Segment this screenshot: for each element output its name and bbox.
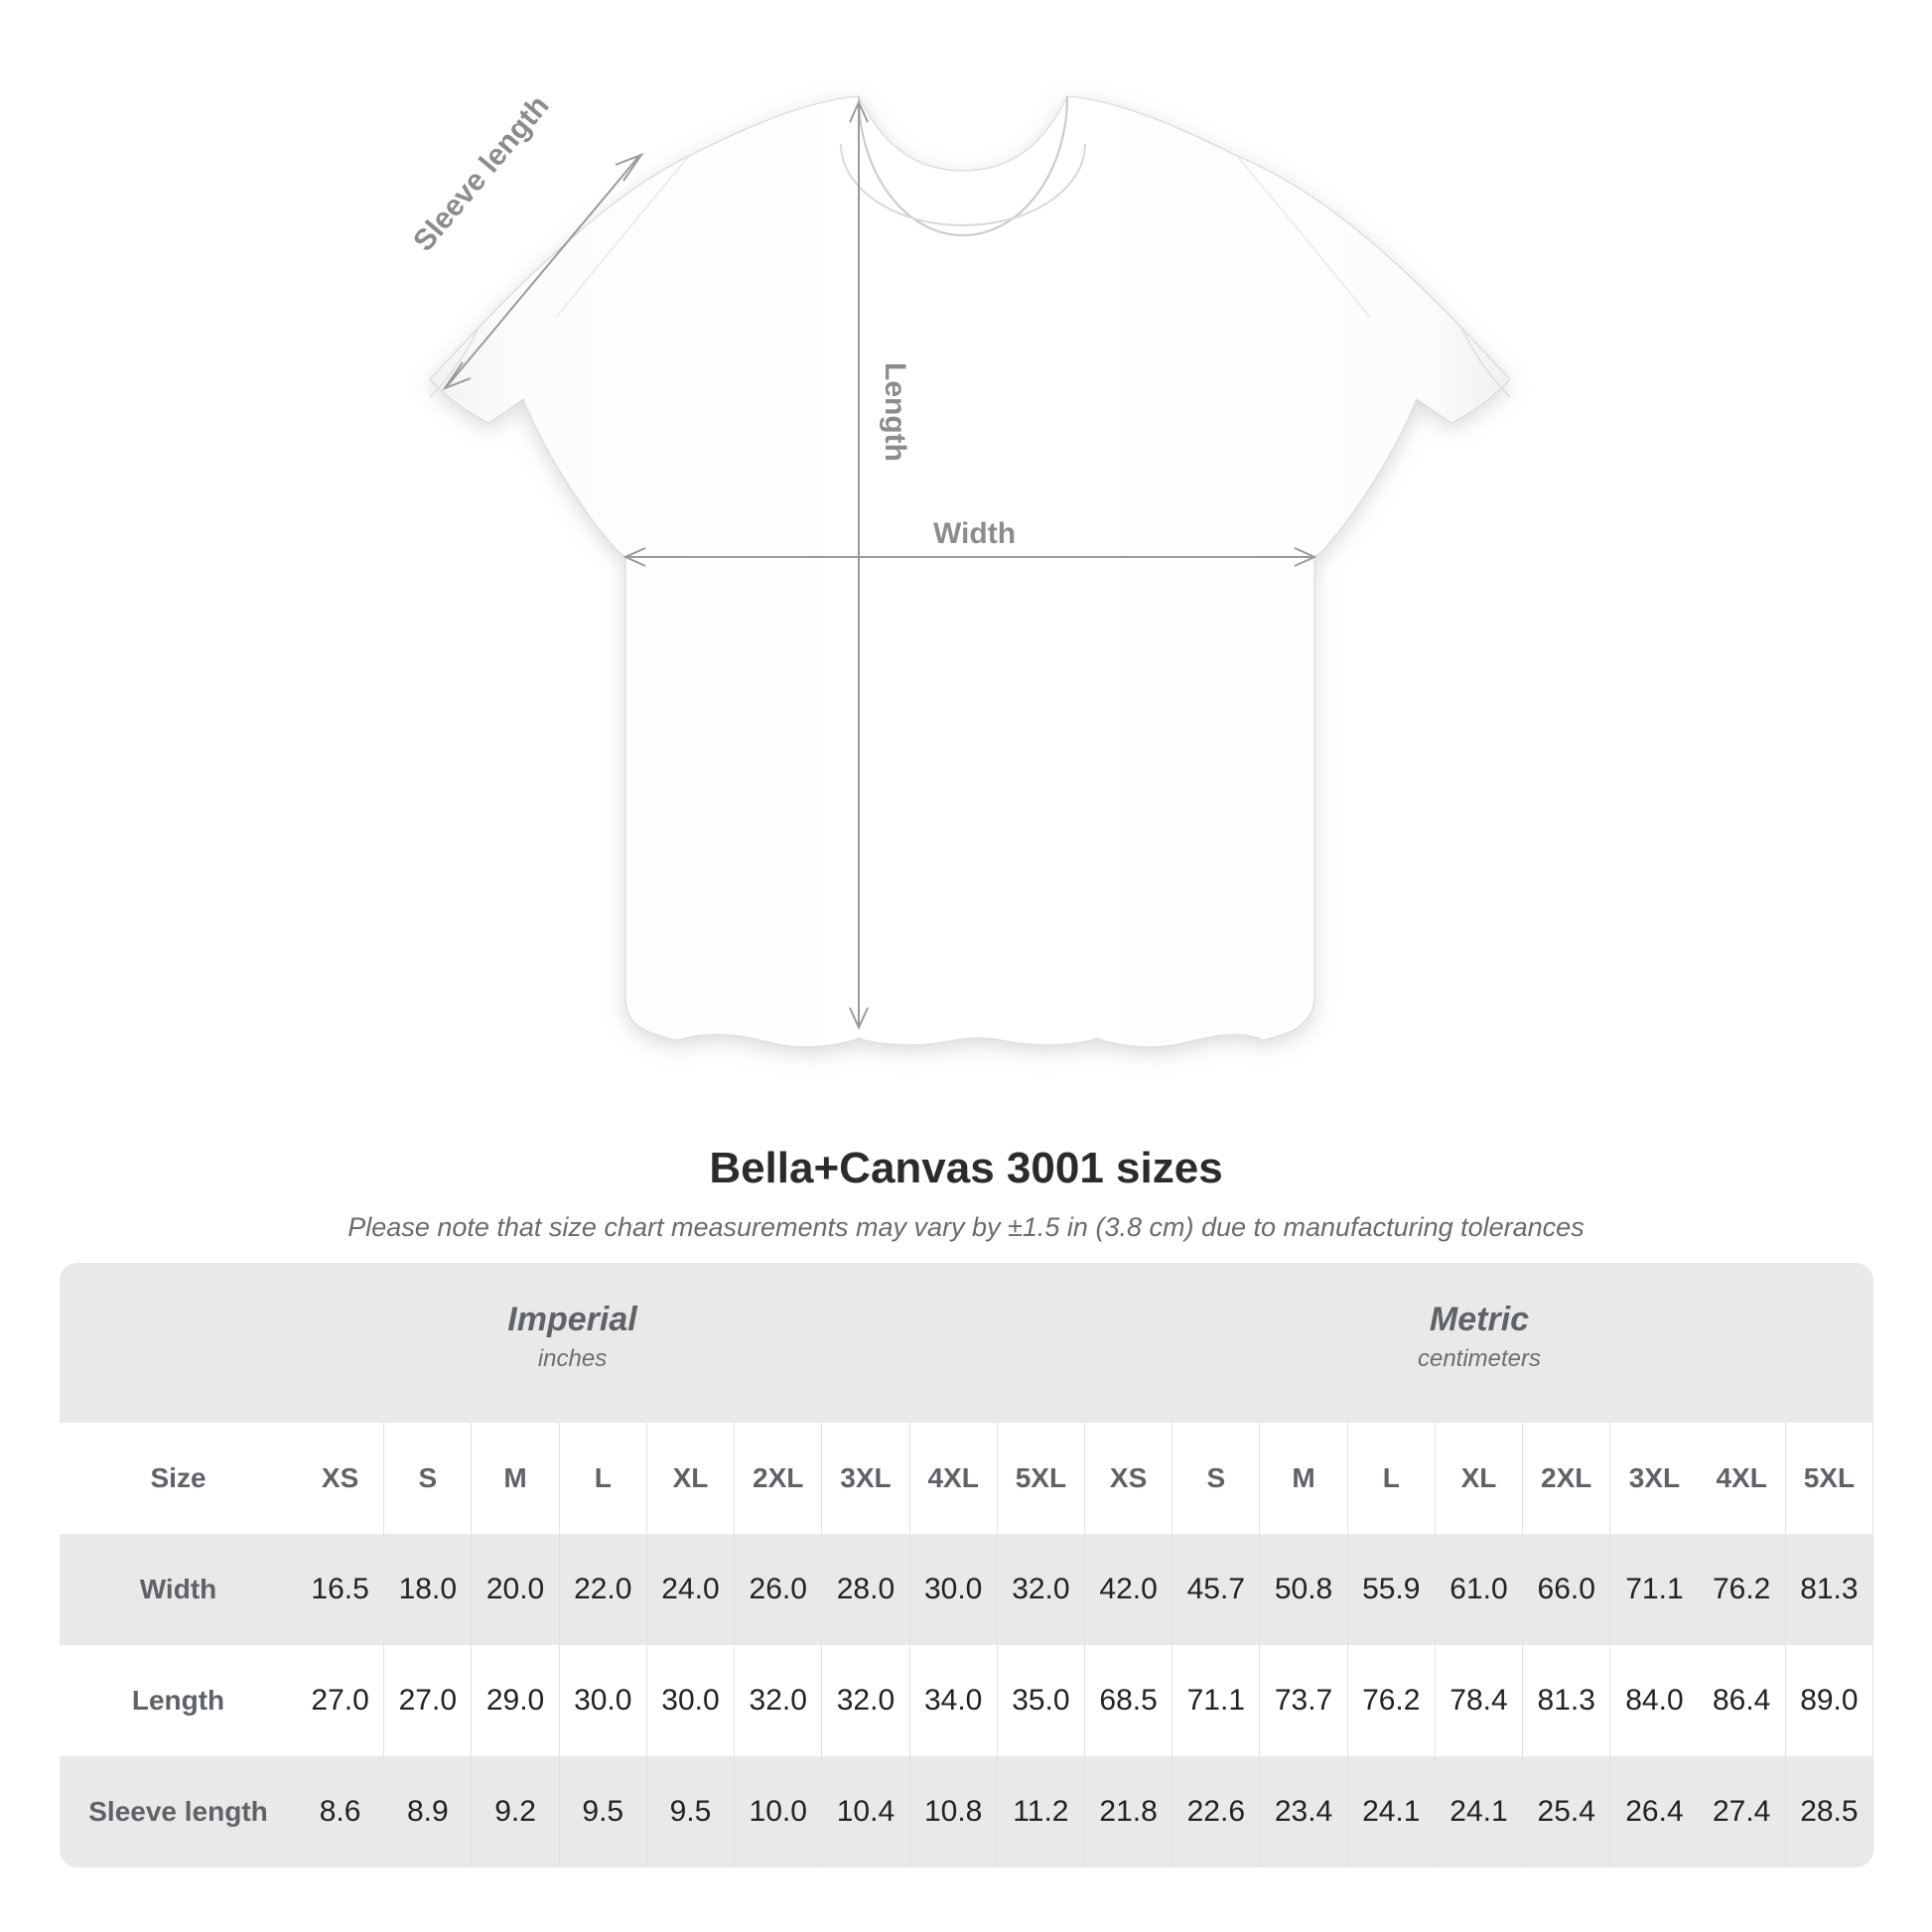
svg-text:Sleeve length: Sleeve length <box>407 89 556 257</box>
svg-text:Length: Length <box>879 362 911 462</box>
svg-text:Width: Width <box>933 517 1016 550</box>
